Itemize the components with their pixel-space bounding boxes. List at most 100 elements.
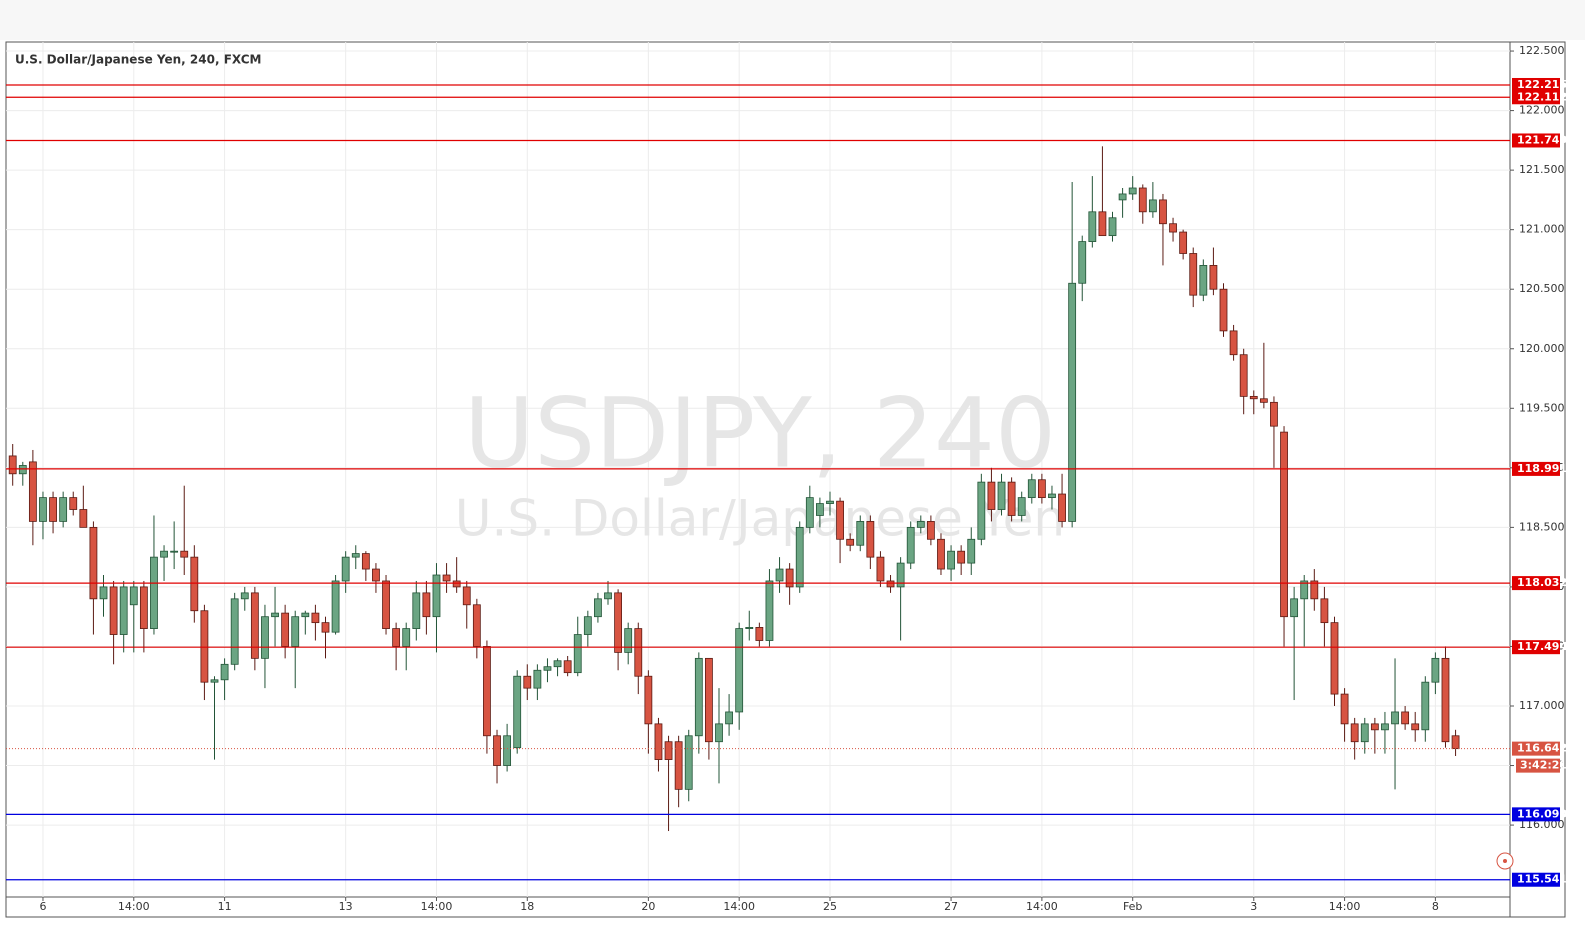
candle-body [1199, 264, 1208, 296]
level-label: 122.215 [1517, 78, 1567, 91]
candle-body [432, 574, 441, 618]
candle-body [573, 634, 582, 674]
candle-body [957, 550, 966, 564]
candle-body [987, 481, 996, 510]
toolbar [0, 0, 1585, 40]
level-tag [1512, 872, 1560, 887]
candle-body [1381, 723, 1389, 731]
candle-body [1300, 580, 1309, 600]
last-price-tag [1512, 741, 1560, 756]
candle-body [220, 663, 229, 681]
candle-body [240, 592, 249, 600]
x-tick-label: 14:00 [723, 900, 755, 913]
candle-body [1411, 723, 1420, 731]
x-tick-label: 3 [1250, 900, 1257, 913]
last-price-label: 116.642 [1517, 742, 1567, 755]
candle-body [1048, 493, 1056, 499]
candle-body [866, 521, 875, 558]
x-tick-label: 25 [823, 900, 837, 913]
candle-body [594, 598, 602, 618]
candle-body [1259, 398, 1268, 403]
candle-body [725, 711, 733, 725]
candle-body [89, 526, 98, 600]
x-tick-label: 20 [641, 900, 655, 913]
candle-body [1270, 401, 1278, 427]
x-tick-label: 6 [39, 900, 46, 913]
candle-body [1340, 693, 1349, 725]
candle-body [180, 550, 189, 558]
candle-body [1431, 657, 1440, 683]
candle-body [1239, 354, 1248, 397]
candle-body [967, 538, 976, 564]
y-tick-label: 121.000 [1519, 223, 1565, 236]
level-tag [1512, 461, 1560, 476]
candle-body [230, 598, 239, 665]
candle-body [1088, 211, 1097, 242]
candle-body [1159, 199, 1167, 225]
candle-body [765, 580, 774, 641]
candle-body [351, 553, 360, 558]
candle-body [816, 503, 824, 516]
candle-body [684, 735, 693, 790]
candle-body [977, 481, 986, 540]
candle-body [1098, 211, 1107, 237]
candle-body [1330, 622, 1339, 695]
level-tag [1512, 133, 1560, 148]
candle-body [1037, 479, 1046, 499]
level-tag [1512, 576, 1560, 591]
level-tag [1512, 77, 1560, 92]
candle-body [170, 550, 179, 553]
scroll-button-dot [1503, 859, 1507, 863]
candle-body [261, 616, 269, 659]
candle-body [452, 580, 461, 588]
candle-body [644, 675, 653, 725]
candle-body [1391, 711, 1399, 725]
level-label: 115.541 [1517, 873, 1567, 886]
x-tick-label: Feb [1123, 900, 1142, 913]
candle-body [1189, 253, 1198, 296]
candle-body [826, 500, 834, 504]
candle-body [705, 657, 713, 743]
candle-body [1209, 264, 1218, 290]
candle-body [614, 592, 622, 653]
candle-body [1249, 395, 1258, 400]
candle-body [1068, 282, 1077, 522]
candle-body [301, 612, 310, 618]
candle-body [1027, 479, 1036, 499]
candle-body [1280, 431, 1288, 618]
candle-body [886, 580, 895, 588]
level-label: 121.749 [1517, 133, 1567, 146]
candle-body [372, 568, 380, 582]
candle-body [583, 616, 592, 635]
watermark-subtitle: U.S. Dollar/Japanese Yen [455, 490, 1065, 548]
candle-body [1370, 723, 1379, 731]
candle-body [129, 586, 138, 606]
chart-title: U.S. Dollar/Japanese Yen, 240, FXCM [15, 53, 261, 67]
candle-body [604, 592, 612, 600]
countdown: 3:42:21 [1520, 759, 1567, 772]
candle-body [1441, 657, 1450, 743]
candle-body [1401, 711, 1410, 725]
level-label: 118.032 [1517, 576, 1567, 589]
level-label: 118.991 [1517, 462, 1567, 475]
candle-body [331, 580, 340, 633]
candle-body [1138, 187, 1147, 213]
x-tick-label: 14:00 [1329, 900, 1361, 913]
candle-body [472, 604, 481, 647]
candle-body [1118, 193, 1127, 201]
candle-body [99, 586, 108, 600]
candle-body [533, 669, 542, 689]
candle-body [462, 586, 471, 606]
level-tag [1512, 807, 1560, 822]
candle-body [119, 586, 128, 635]
candle-body [1108, 217, 1117, 237]
candle-body [49, 497, 57, 522]
candle-body [79, 509, 88, 528]
candle-body [1219, 288, 1228, 332]
countdown-tag [1516, 758, 1560, 773]
candle-body [745, 627, 754, 629]
candle-body [109, 586, 118, 635]
chart-frame [5, 41, 1566, 918]
candle-body [271, 612, 279, 618]
